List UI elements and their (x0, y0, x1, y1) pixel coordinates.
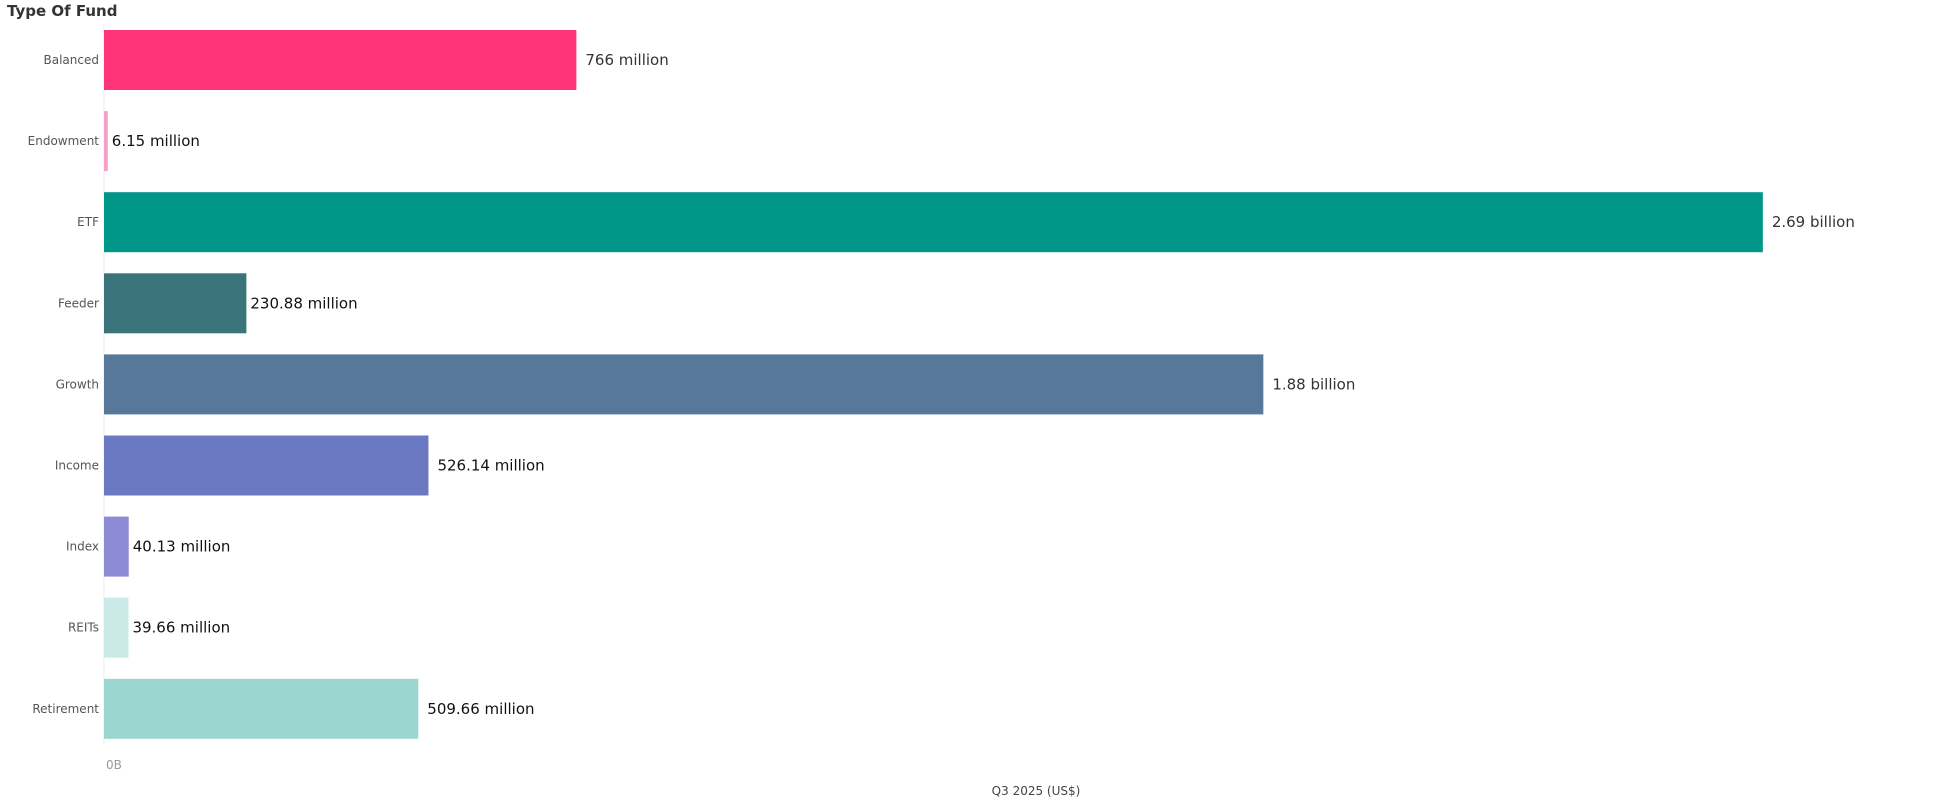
data-label: 509.66 million (427, 700, 534, 718)
x-axis-title: Q3 2025 (US$) (992, 784, 1081, 798)
category-label: ETF (77, 215, 99, 229)
category-label: Endowment (28, 134, 100, 148)
data-label: 230.88 million (250, 294, 357, 312)
chart-title: Type Of Fund (7, 2, 118, 20)
category-label: Growth (56, 377, 99, 391)
category-label: Balanced (44, 53, 99, 67)
x-tick-label: 0B (106, 758, 122, 772)
bar-balanced (104, 30, 577, 90)
bar-etf (104, 192, 1763, 253)
category-label: Retirement (32, 702, 99, 716)
category-label: Index (66, 540, 99, 554)
bar-feeder (104, 273, 247, 334)
bar-reits (104, 597, 129, 658)
data-label: 1.88 billion (1272, 375, 1355, 393)
category-label: Income (55, 459, 99, 473)
data-label: 39.66 million (132, 619, 230, 637)
bar-index (104, 516, 129, 577)
data-label: 40.13 million (133, 538, 231, 556)
data-label: 526.14 million (437, 457, 544, 475)
bar-endowment (104, 111, 108, 172)
data-label: 2.69 billion (1772, 213, 1855, 231)
data-label: 6.15 million (112, 132, 200, 150)
category-label: REITs (68, 621, 99, 635)
category-label: Feeder (58, 296, 99, 310)
bar-growth (104, 354, 1264, 415)
data-label: 766 million (585, 51, 668, 69)
bar-retirement (104, 678, 419, 739)
bar-income (104, 435, 429, 496)
